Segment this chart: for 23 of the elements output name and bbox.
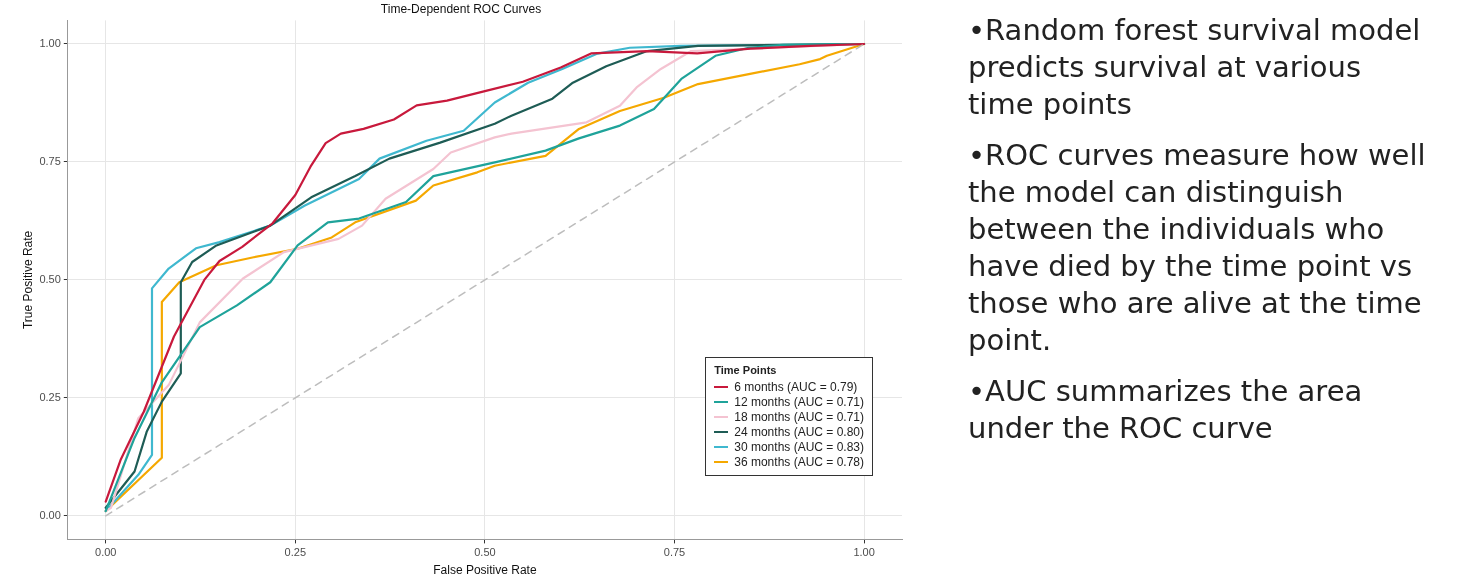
y-tick-label: 0.50 [39,272,61,285]
y-tick-label: 0.25 [39,390,61,403]
legend-label: 36 months (AUC = 0.78) [734,454,864,469]
legend-label: 12 months (AUC = 0.71) [734,394,864,409]
chart-title: Time-Dependent ROC Curves [380,1,542,16]
y-axis-title: True Positive Rate [20,230,35,330]
y-tick-label: 1.00 [39,37,61,50]
legend-label: 30 months (AUC = 0.83) [734,439,864,454]
legend-title: Time Points [714,364,778,377]
x-tick-label: 0.00 [95,546,117,559]
x-tick-label: 0.50 [474,546,496,559]
text: •Random forest survival model predicts survival at various time points [968,12,1422,123]
x-tick-label: 0.25 [284,546,307,559]
legend-label: 24 months (AUC = 0.80) [734,424,864,439]
legend-label: 6 months (AUC = 0.79) [734,379,858,394]
x-tick-label: 0.75 [663,546,686,559]
x-tick-label: 1.00 [853,546,875,559]
x-axis-title: False Positive Rate [433,563,537,578]
y-tick-label: 0.75 [39,154,61,167]
legend-label: 18 months (AUC = 0.71) [734,409,864,424]
y-tick-label: 0.00 [39,508,61,521]
text: •AUC summarizes the area under the ROC curve [968,373,1364,447]
text: •ROC curves measure how well the model can distinguish between the individuals who have died by the time point vs those who are alive at the time point. [968,137,1427,359]
